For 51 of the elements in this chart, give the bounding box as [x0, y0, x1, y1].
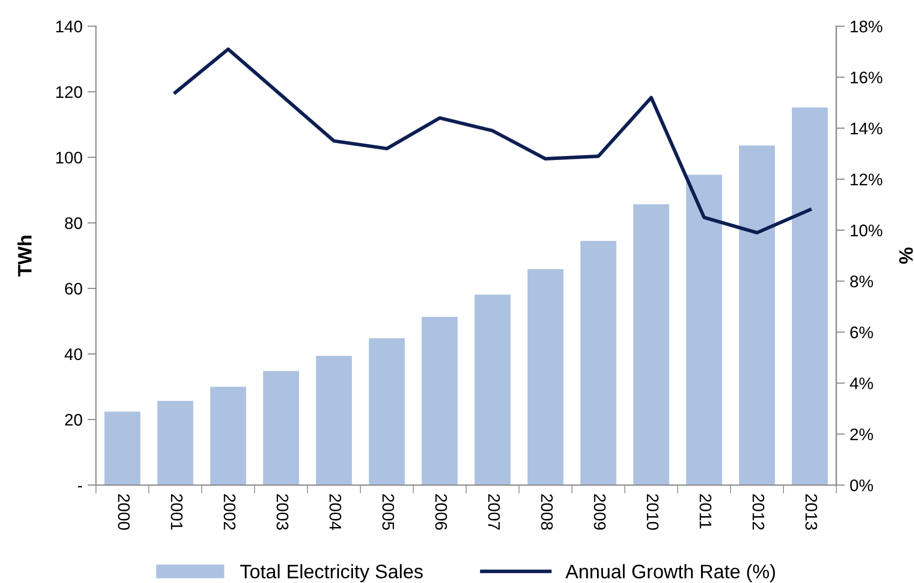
- bar: [263, 371, 300, 486]
- x-tick-label: 2007: [488, 494, 500, 530]
- y2-tick-label: 12%: [850, 174, 882, 186]
- y-tick-label: 20: [65, 414, 82, 426]
- bar: [527, 269, 564, 486]
- y-tick-label: 60: [65, 282, 82, 295]
- y-tick-label: 120: [56, 86, 82, 98]
- bar: [104, 412, 140, 486]
- y2-tick-label: 14%: [850, 122, 882, 134]
- y-tick-label: 100: [56, 152, 82, 164]
- x-tick-label: 2003: [276, 494, 288, 530]
- bar: [686, 174, 722, 486]
- x-tick-label: 2001: [170, 494, 183, 530]
- bar: [422, 316, 458, 486]
- y2-tick-label: 16%: [850, 72, 882, 84]
- x-tick-label: 2004: [329, 494, 342, 530]
- y2-tick-label: 6%: [850, 326, 873, 338]
- x-tick-label: 2002: [224, 494, 236, 530]
- x-tick-label: 2009: [594, 494, 606, 530]
- y-axis-title: TWh: [17, 236, 32, 276]
- x-tick-label: 2011: [700, 494, 712, 528]
- bar: [157, 400, 194, 486]
- bar: [633, 204, 670, 486]
- y-tick-label: 40: [64, 348, 82, 360]
- bar: [739, 146, 775, 486]
- bar: [474, 294, 511, 486]
- y2-tick-label: 0%: [850, 479, 873, 492]
- x-tick-label: 2000: [118, 494, 130, 530]
- bar: [368, 338, 405, 486]
- bar: [792, 108, 828, 486]
- legend-label: Total Electricity Sales: [240, 564, 423, 582]
- y-tick-label: 80: [64, 217, 82, 230]
- bar: [580, 240, 616, 486]
- y2-tick-label: 18%: [850, 20, 882, 32]
- x-tick-label: 2008: [540, 494, 553, 530]
- x-tick-label: 2012: [752, 494, 764, 530]
- y2-axis-title: %: [899, 247, 913, 264]
- x-tick-label: 2006: [435, 494, 448, 530]
- y-tick-label: -: [78, 486, 82, 488]
- y2-tick-label: 10%: [850, 224, 882, 236]
- x-tick-label: 2010: [646, 494, 659, 530]
- x-tick-label: 2005: [382, 494, 394, 530]
- x-tick-label: 2013: [805, 494, 818, 530]
- line-series: [174, 47, 812, 234]
- legend-label: Annual Growth Rate (%): [565, 564, 775, 582]
- y2-tick-label: 8%: [850, 276, 873, 288]
- y-tick-label: 140: [56, 20, 82, 32]
- bar: [210, 386, 246, 486]
- y2-tick-label: 2%: [850, 428, 873, 440]
- bar: [316, 356, 352, 486]
- y2-tick-label: 4%: [850, 378, 873, 390]
